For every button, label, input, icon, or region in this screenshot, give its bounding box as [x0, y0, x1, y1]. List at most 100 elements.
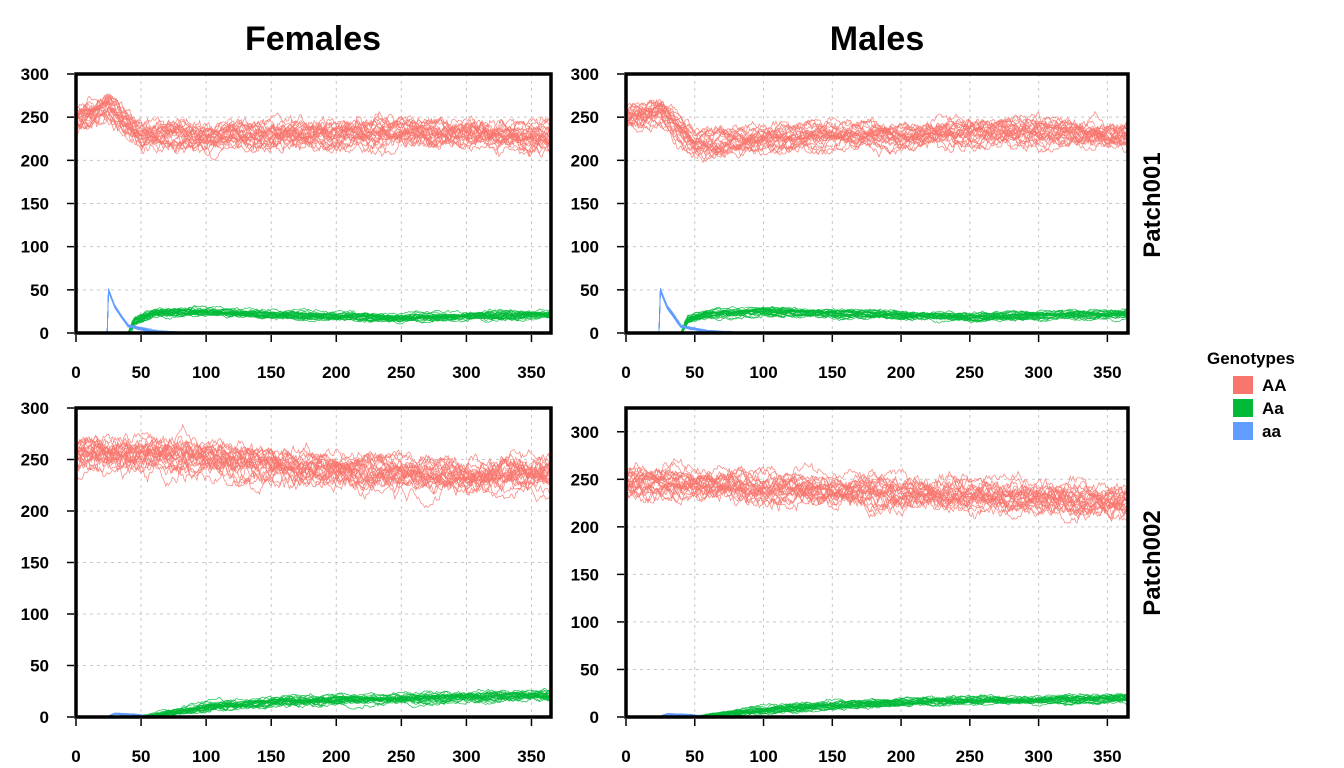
x-tick-label: 100 [749, 747, 777, 766]
series-line-aa-patch002-males [626, 482, 1128, 524]
series-line-aa-patch001-females [76, 112, 551, 154]
column-title-males: Males [830, 20, 925, 58]
y-tick-label: 150 [571, 195, 599, 214]
panel-frame [74, 406, 553, 719]
y-tick-label: 200 [21, 151, 49, 170]
y-tick-label: 50 [580, 281, 599, 300]
series-line-aa-patch002-females [76, 434, 551, 482]
y-tick-label: 100 [21, 605, 49, 624]
x-tick-label: 250 [956, 747, 984, 766]
x-tick-label: 100 [192, 363, 220, 382]
series-line-aa-patch002-females [76, 442, 551, 487]
series-line-aa-patch001-females [76, 288, 551, 333]
series-line-aa-patch001-males [626, 111, 1128, 158]
legend-title: Genotypes [1207, 349, 1295, 368]
y-tick-label: 100 [21, 238, 49, 257]
x-tick-label: 50 [685, 747, 704, 766]
x-tick-label: 200 [887, 747, 915, 766]
x-tick-label: 300 [1024, 747, 1052, 766]
y-tick-label: 0 [40, 324, 49, 343]
y-tick-label: 250 [21, 451, 49, 470]
series-line-aa-patch001-males [626, 311, 1128, 333]
series-line-aa-patch002-males [626, 481, 1128, 522]
x-tick-label: 200 [322, 747, 350, 766]
series-line-aa-patch002-females [76, 447, 551, 495]
x-tick-label: 300 [1024, 363, 1052, 382]
x-tick-label: 350 [1093, 363, 1121, 382]
x-tick-label: 150 [818, 363, 846, 382]
x-tick-label: 200 [322, 363, 350, 382]
series-line-aa-patch002-females [76, 690, 551, 717]
series-line-aa-patch001-females [76, 105, 551, 151]
x-tick-label: 150 [257, 363, 285, 382]
x-tick-label: 50 [685, 363, 704, 382]
x-tick-label: 350 [517, 747, 545, 766]
y-tick-label: 250 [571, 108, 599, 127]
row-title-patch002: Patch002 [1139, 510, 1166, 615]
x-tick-label: 0 [621, 363, 630, 382]
x-tick-label: 0 [621, 747, 630, 766]
x-tick-label: 50 [132, 363, 151, 382]
series-line-aa-patch002-males [626, 468, 1128, 506]
y-tick-label: 200 [571, 151, 599, 170]
series-line-aa-patch001-males [626, 103, 1128, 141]
series-line-aa-patch001-males [626, 287, 1128, 333]
series-line-aa-patch001-males [626, 99, 1128, 144]
panel-patch001-males: 0 50 100 150 200 250 300 350 0 50 100 150 200 250 300 [571, 65, 1130, 382]
series-line-aa-patch001-females [76, 110, 551, 161]
series-line-aa-patch001-males [626, 119, 1128, 161]
x-tick-label: 150 [818, 747, 846, 766]
legend-label-aa-recessive: aa [1262, 422, 1281, 441]
panel-patch002-females: 0 50 100 150 200 250 300 350 0 50 100 150 200 250 300 [21, 399, 553, 766]
series-line-aa-patch002-females [76, 694, 551, 717]
x-tick-label: 300 [452, 747, 480, 766]
legend-swatch-aa-recessive [1233, 422, 1253, 440]
x-tick-label: 300 [452, 363, 480, 382]
series-line-aa-patch002-males [626, 698, 1128, 717]
panel-patch002-males: 0 50 100 150 200 250 300 350 0 50 100 150 200 250 300 [571, 406, 1130, 766]
legend-label-aa-homozygous: AA [1262, 376, 1287, 395]
x-tick-label: 200 [887, 363, 915, 382]
legend-label-aa-heterozygous: Aa [1262, 399, 1284, 418]
series-line-aa-patch001-females [76, 308, 551, 333]
series-line-aa-patch001-females [76, 99, 551, 153]
series-line-aa-patch001-females [76, 288, 551, 333]
legend-swatch-aa-homozygous [1233, 376, 1253, 394]
series-line-aa-patch001-males [626, 99, 1128, 146]
series-line-aa-patch002-males [626, 474, 1128, 518]
panel-patch001-females: 0 50 100 150 200 250 300 350 0 50 100 150 200 250 300 [21, 65, 553, 382]
column-title-females: Females [245, 20, 381, 58]
y-tick-label: 300 [21, 65, 49, 84]
legend: Genotypes AA Aa aa [1207, 349, 1295, 441]
x-tick-label: 250 [956, 363, 984, 382]
y-tick-label: 50 [30, 657, 49, 676]
x-tick-label: 350 [1093, 747, 1121, 766]
panel-frame [74, 72, 553, 335]
series-line-aa-patch001-females [76, 96, 551, 145]
y-tick-label: 300 [21, 399, 49, 418]
y-tick-label: 0 [590, 324, 599, 343]
series-line-aa-patch001-males [626, 104, 1128, 164]
series-line-aa-patch001-males [626, 291, 1128, 333]
series-line-aa-patch001-females [76, 112, 551, 154]
series-line-aa-patch002-males [626, 470, 1128, 508]
series-line-aa-patch001-females [76, 100, 551, 147]
y-tick-label: 200 [571, 518, 599, 537]
y-tick-label: 150 [21, 554, 49, 573]
y-tick-label: 100 [571, 613, 599, 632]
row-title-patch001: Patch001 [1139, 152, 1166, 257]
x-tick-label: 100 [192, 747, 220, 766]
x-tick-label: 350 [517, 363, 545, 382]
series-line-aa-patch002-females [76, 689, 551, 717]
series-line-aa-patch001-males [626, 308, 1128, 333]
series-line-aa-patch001-females [76, 307, 551, 333]
series-line-aa-patch001-males [626, 309, 1128, 333]
y-tick-label: 200 [21, 502, 49, 521]
x-tick-label: 0 [71, 747, 80, 766]
series-line-aa-patch001-males [626, 101, 1128, 152]
series-line-aa-patch001-females [76, 310, 551, 333]
series-line-aa-patch001-males [626, 107, 1128, 159]
y-tick-label: 150 [571, 565, 599, 584]
panel-frame [624, 406, 1130, 719]
series-line-aa-patch002-males [626, 695, 1128, 717]
